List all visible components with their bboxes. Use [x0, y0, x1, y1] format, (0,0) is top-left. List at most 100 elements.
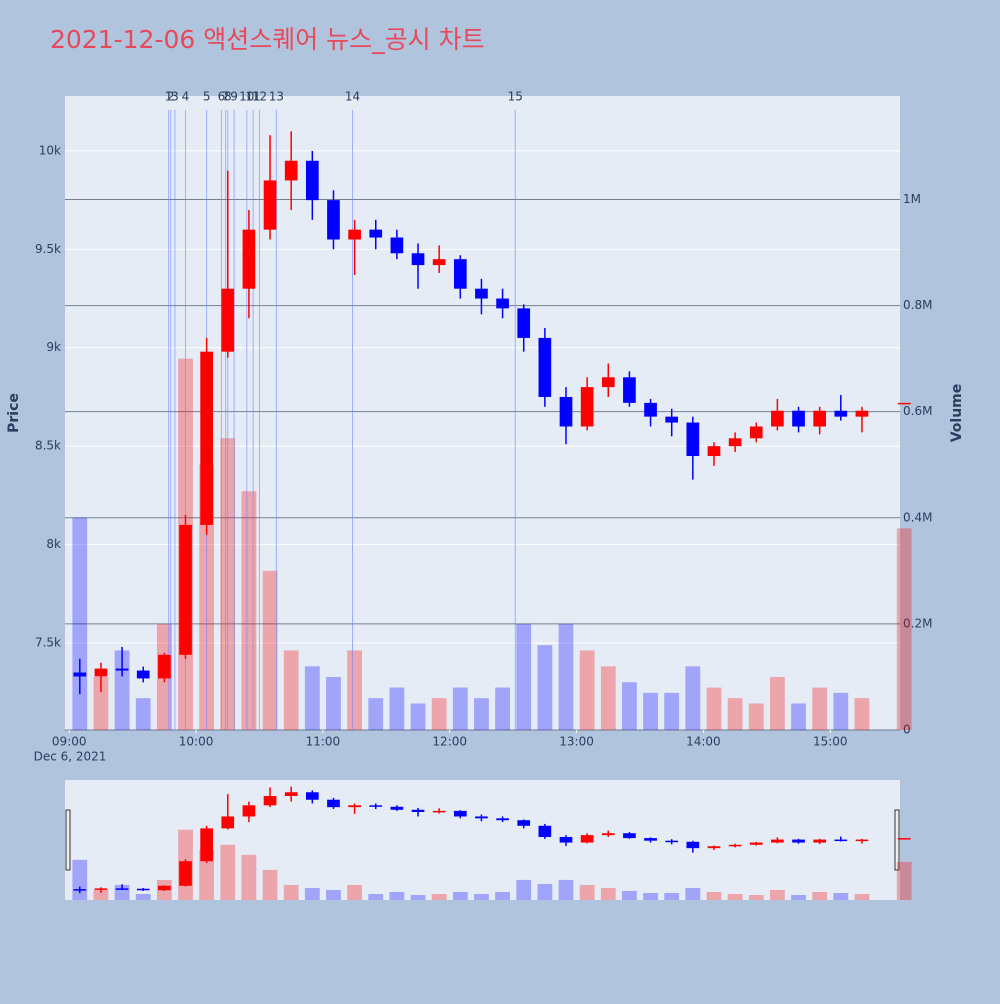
candle-body — [728, 438, 742, 447]
candle-body — [158, 654, 171, 679]
candle-body-mini — [263, 795, 277, 806]
mini-volume-bar — [431, 893, 447, 900]
volume-bar — [600, 666, 616, 730]
candle-body — [115, 668, 129, 671]
candle-body — [73, 672, 87, 677]
mini-volume-bar — [93, 889, 109, 900]
candle-body — [517, 308, 531, 338]
volume-bar — [579, 650, 595, 730]
mini-volume-bar — [135, 893, 151, 900]
news-label: 9 — [230, 90, 238, 104]
range-handle[interactable] — [894, 809, 900, 871]
candle-body — [432, 259, 446, 266]
news-label: 15 — [508, 90, 523, 104]
candle-body-mini — [496, 818, 509, 821]
news-label: 8 — [224, 90, 232, 104]
candle-body — [897, 402, 911, 405]
candle-body-mini — [792, 839, 805, 843]
y-title: Price — [6, 393, 22, 433]
candle-body — [559, 396, 573, 427]
volume-bar — [643, 692, 658, 730]
candle-body — [707, 446, 721, 457]
candle-body-mini — [686, 841, 700, 849]
candle-body — [792, 410, 805, 427]
mini-volume-bar — [474, 893, 489, 900]
x-tick-label: 13:00 — [559, 735, 594, 749]
news-label: 13 — [269, 90, 284, 104]
y2-tick-label: 0.6M — [903, 404, 932, 418]
candle-body — [94, 668, 108, 677]
news-label: 10 — [239, 90, 254, 104]
news-label: 2 — [167, 90, 175, 104]
candle-body-mini — [327, 799, 340, 808]
candle-body — [538, 337, 552, 397]
news-label: 14 — [345, 90, 360, 104]
candle-body — [369, 229, 383, 238]
y2-tick-label: 0 — [903, 723, 911, 737]
candle-body — [855, 410, 869, 417]
mini-volume-bar — [283, 884, 299, 900]
candle-body — [749, 426, 763, 439]
candle-body — [665, 416, 679, 423]
news-label: 11 — [245, 90, 260, 104]
candle-body — [390, 237, 404, 254]
mini-volume-bar — [516, 879, 532, 900]
range-handle[interactable] — [65, 809, 71, 871]
mini-volume-bar — [495, 891, 510, 900]
volume-bar — [241, 491, 257, 730]
volume-bar — [431, 698, 447, 730]
volume-bar — [304, 666, 320, 730]
volume-bar — [474, 698, 489, 730]
candle-body — [411, 253, 425, 266]
mini-volume-bar — [304, 887, 320, 900]
volume-bar — [833, 692, 849, 730]
volume-bar — [72, 517, 88, 730]
candle-body-mini — [115, 888, 129, 890]
news-label: 12 — [252, 90, 267, 104]
volume-bar — [706, 687, 722, 730]
candle-body-mini — [411, 809, 425, 813]
mini-volume-bar — [368, 893, 384, 900]
x-tick-label: 10:00 — [179, 735, 214, 749]
candle-body-mini — [707, 846, 721, 849]
candle-body-mini — [73, 889, 87, 891]
candle-body-mini — [179, 861, 192, 886]
volume-bar — [558, 623, 574, 730]
mini-volume-bar — [326, 889, 341, 900]
candle-body-mini — [601, 833, 615, 836]
mini-volume-bar — [643, 892, 658, 900]
x-tick-label: 15:00 — [813, 735, 848, 749]
volume-bar — [495, 687, 510, 730]
mini-volume-bar — [622, 890, 637, 900]
volume-bar — [812, 687, 828, 730]
date-label: Dec 6, 2021 — [34, 750, 107, 764]
candle-body-mini — [665, 840, 679, 843]
mini-volume-bar — [199, 849, 215, 900]
candle-body-mini — [644, 838, 657, 841]
x-tick-label: 12:00 — [432, 735, 467, 749]
mini-volume-bar — [833, 892, 849, 900]
volume-bar — [452, 687, 468, 730]
mini-volume-bar — [389, 891, 405, 900]
news-label: 7 — [222, 90, 230, 104]
volume-bar — [262, 570, 278, 730]
candle-body-mini — [390, 806, 404, 810]
candle-body-mini — [517, 820, 531, 826]
candle-body — [813, 410, 827, 427]
volume-bar — [347, 650, 363, 730]
candle-body — [475, 288, 488, 299]
mini-volume-bar — [410, 894, 426, 900]
mini-volume-bar — [537, 883, 553, 900]
news-label: 1 — [165, 90, 173, 104]
candle-body-mini — [559, 836, 573, 843]
y-tick-label: 9k — [46, 340, 61, 354]
mini-volume-bar — [706, 891, 722, 900]
volume-bar — [748, 703, 764, 730]
candle-body — [601, 377, 615, 388]
candle-body-mini — [580, 835, 594, 843]
volume-bar — [389, 687, 405, 730]
candle-body-mini — [305, 792, 319, 800]
mini-volume-bar — [685, 887, 701, 900]
y2-title: Volume — [949, 384, 965, 443]
candle-body-mini — [284, 792, 298, 796]
